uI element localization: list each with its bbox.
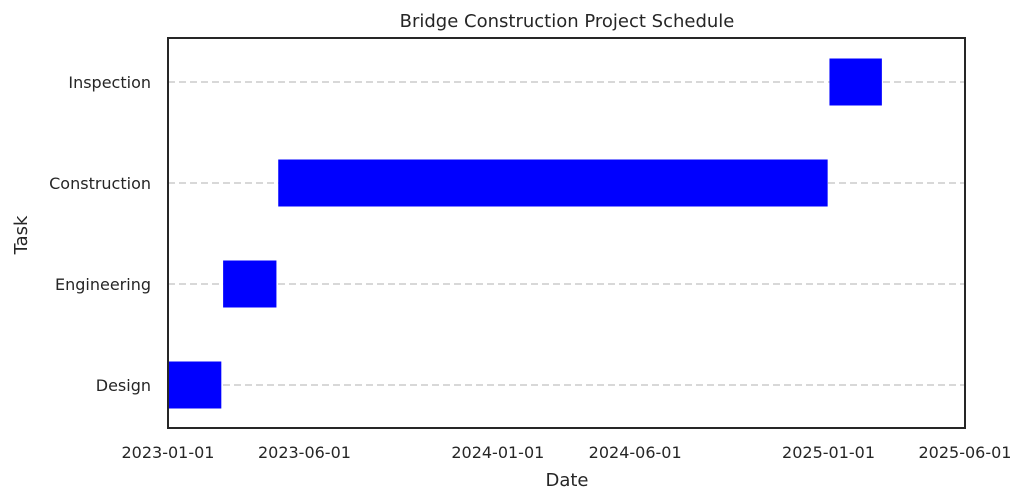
y-tick-labels: Design Engineering Construction Inspection xyxy=(49,73,151,395)
x-tick-label-2024-01-01: 2024-01-01 xyxy=(451,443,544,462)
y-tick-label-design: Design xyxy=(96,376,151,395)
x-tick-label-2023-01-01: 2023-01-01 xyxy=(122,443,215,462)
x-tick-label-2025-01-01: 2025-01-01 xyxy=(782,443,875,462)
chart-title: Bridge Construction Project Schedule xyxy=(400,11,735,32)
bar-engineering xyxy=(223,260,277,308)
task-bars xyxy=(168,58,882,409)
bar-inspection xyxy=(829,58,882,106)
bar-design xyxy=(168,361,222,409)
x-tick-label-2025-06-01: 2025-06-01 xyxy=(919,443,1012,462)
x-tick-label-2023-06-01: 2023-06-01 xyxy=(258,443,351,462)
x-tick-label-2024-06-01: 2024-06-01 xyxy=(589,443,682,462)
y-axis-title: Task xyxy=(11,215,32,255)
y-tick-label-construction: Construction xyxy=(49,174,151,193)
y-tick-label-inspection: Inspection xyxy=(68,73,151,92)
plot-frame xyxy=(167,37,966,429)
bar-construction xyxy=(278,159,828,207)
y-tick-label-engineering: Engineering xyxy=(55,275,151,294)
x-tick-labels: 2023-01-01 2023-06-01 2024-01-01 2024-06-01… xyxy=(122,443,1012,462)
grid-lines xyxy=(168,81,965,386)
x-axis-title: Date xyxy=(545,470,588,491)
